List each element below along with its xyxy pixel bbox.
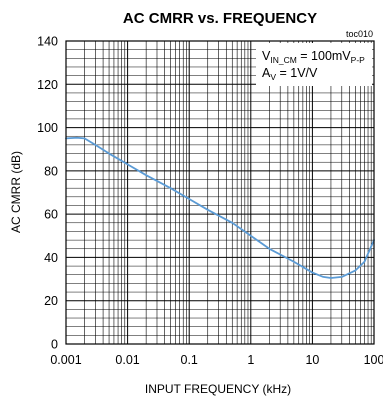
x-tick-label: 100 (364, 353, 383, 367)
series-layer (65, 136, 375, 279)
annotation-line-1: VIN_CM = 100mVP-P (262, 49, 365, 65)
x-tick-label: 0.1 (181, 353, 198, 367)
y-axis-label: AC CMRR (dB) (9, 151, 23, 233)
y-tick-labels: 0 20 40 60 80 100 120 140 (37, 35, 58, 352)
annotation-a-value: = 1V/V (276, 66, 318, 80)
y-tick-label: 120 (37, 78, 58, 92)
grid (65, 40, 374, 345)
annotation-line-2: AV = 1V/V (262, 66, 318, 82)
y-tick-label: 40 (44, 251, 58, 265)
x-tick-labels: 0.001 0.01 0.1 1 10 100 (50, 353, 383, 367)
x-tick-label: 1 (247, 353, 254, 367)
plot-frame (65, 40, 375, 345)
y-tick-label: 0 (51, 338, 58, 352)
annotation-v-sub: IN_CM (270, 55, 296, 65)
x-axis-label: INPUT FREQUENCY (kHz) (145, 382, 291, 396)
annotation-v-value: = 100mV (297, 49, 352, 63)
x-tick-label: 0.01 (115, 353, 139, 367)
condition-annotation: VIN_CM = 100mVP-P AV = 1V/V (256, 43, 372, 86)
figure-id: toc010 (346, 29, 373, 39)
y-tick-label: 60 (44, 208, 58, 222)
y-tick-label: 20 (44, 294, 58, 308)
series-line (65, 136, 375, 279)
y-tick-label: 100 (37, 121, 58, 135)
y-tick-label: 80 (44, 164, 58, 178)
annotation-v: V (262, 49, 271, 63)
y-tick-label: 140 (37, 35, 58, 49)
x-tick-label: 0.001 (50, 353, 81, 367)
x-tick-label: 10 (305, 353, 319, 367)
annotation-a: A (262, 66, 271, 80)
annotation-a-sub: V (270, 72, 276, 82)
annotation-v-unit-sub: P-P (351, 55, 366, 65)
annotation-background (256, 43, 372, 86)
chart-title: AC CMRR vs. FREQUENCY (123, 10, 317, 27)
